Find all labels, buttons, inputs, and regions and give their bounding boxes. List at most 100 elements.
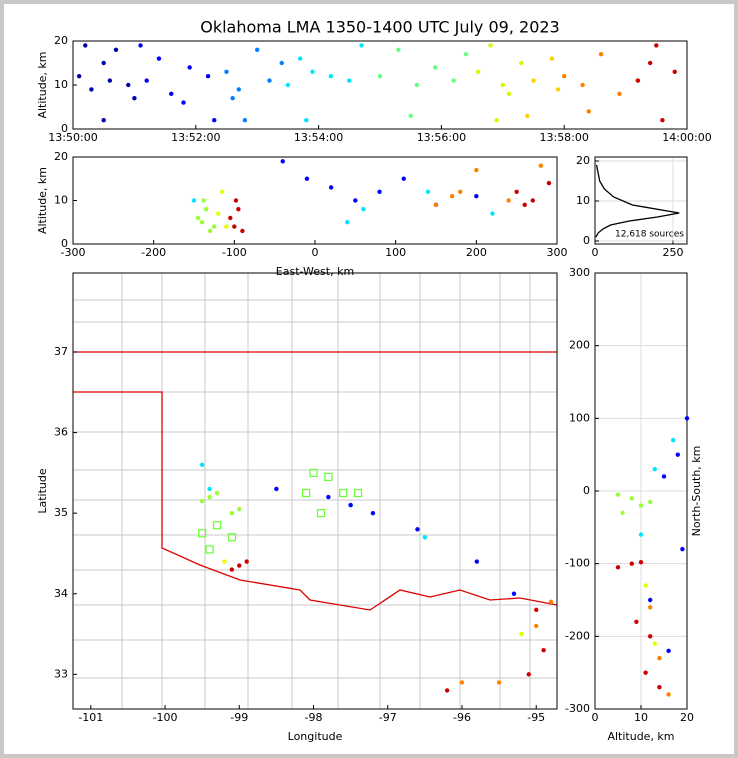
source-point [214,490,220,496]
source-point [506,91,512,97]
x-tick-label: 0 [592,246,599,259]
source-point [580,82,585,88]
station [324,472,333,481]
x-tick-label: 0 [592,711,599,724]
x-tick-label: 13:54:00 [294,131,343,144]
x-tick-label: 100 [385,246,406,259]
source-point [598,52,604,57]
source-point [191,198,197,203]
source-point [522,202,527,208]
map-background [73,273,558,709]
source-point [228,215,233,221]
y-axis-label: North-South, km [690,446,703,537]
source-point [229,567,235,572]
source-point [377,189,382,194]
source-point [652,641,657,646]
source-point [328,185,334,190]
source-point [680,546,685,552]
source-point [548,599,554,605]
y-tick-label: -100 [565,557,590,570]
station [198,529,207,538]
y-axis-label: Altitude, km [36,167,49,234]
source-point [629,496,634,501]
source-point [348,502,353,508]
y-axis-label: Latitude [36,468,49,514]
source-point [648,597,653,603]
y-tick-label: 200 [569,339,590,352]
source-point [666,692,671,697]
histogram-line [595,164,680,238]
y-tick-label: -300 [565,702,590,715]
source-point [657,685,662,690]
plot-frame [594,272,688,710]
source-point [433,65,438,70]
source-point [377,74,383,79]
source-point [297,56,303,61]
source-point [359,43,364,48]
source-point [244,559,249,564]
source-point [224,224,229,229]
source-point [203,207,209,212]
source-point [107,78,113,83]
source-point [113,47,119,52]
source-point [361,207,366,212]
source-point [326,494,331,500]
source-point [422,535,428,540]
x-tick-label: 14:00:00 [662,131,711,144]
x-tick-label: -97 [379,711,397,724]
source-point [538,163,544,168]
source-point [207,228,213,234]
source-point [101,118,106,123]
y-tick-label: 20 [576,154,590,167]
source-point [181,100,186,105]
y-tick-label: 35 [54,506,68,519]
y-tick-label: 20 [54,34,68,47]
source-point [207,494,212,500]
source-point [199,498,205,504]
source-point [222,559,227,564]
source-point [433,202,439,208]
source-point [511,591,517,596]
source-point [638,503,644,508]
x-tick-label: 13:52:00 [171,131,220,144]
station [316,509,326,518]
page: Oklahoma LMA 1350-1400 UTC July 09, 2023… [0,4,738,754]
source-point [500,82,505,88]
source-point [205,74,211,79]
source-point [449,193,455,199]
x-tick-label: 200 [466,246,487,259]
source-point [534,623,539,629]
source-point [541,647,546,653]
source-point [660,118,665,123]
source-point [615,565,621,570]
y-tick-label: 300 [569,266,590,279]
y-tick-label: -200 [565,629,590,642]
y-tick-label: 10 [54,78,68,91]
state-border [73,351,558,611]
station [301,488,311,498]
source-point [132,96,137,101]
source-point [207,486,212,492]
source-point [474,559,480,564]
x-tick-label: 0 [312,246,319,259]
plot-frame [72,40,688,130]
source-point [212,118,217,123]
annotation: 12,618 sources [615,230,684,240]
x-tick-label: -99 [230,711,248,724]
y-tick-label: 0 [583,484,590,497]
x-tick-label: -101 [78,711,103,724]
source-point [675,452,680,457]
source-point [224,69,229,75]
source-point [635,78,641,83]
source-point [444,688,450,693]
source-point [310,69,315,75]
station [212,521,222,530]
source-point [620,510,625,515]
source-point [519,631,524,637]
county-lines [73,273,557,709]
source-point [671,437,676,443]
source-point [414,82,420,88]
source-point [530,198,535,203]
x-tick-label: -98 [305,711,323,724]
source-point [169,91,174,97]
